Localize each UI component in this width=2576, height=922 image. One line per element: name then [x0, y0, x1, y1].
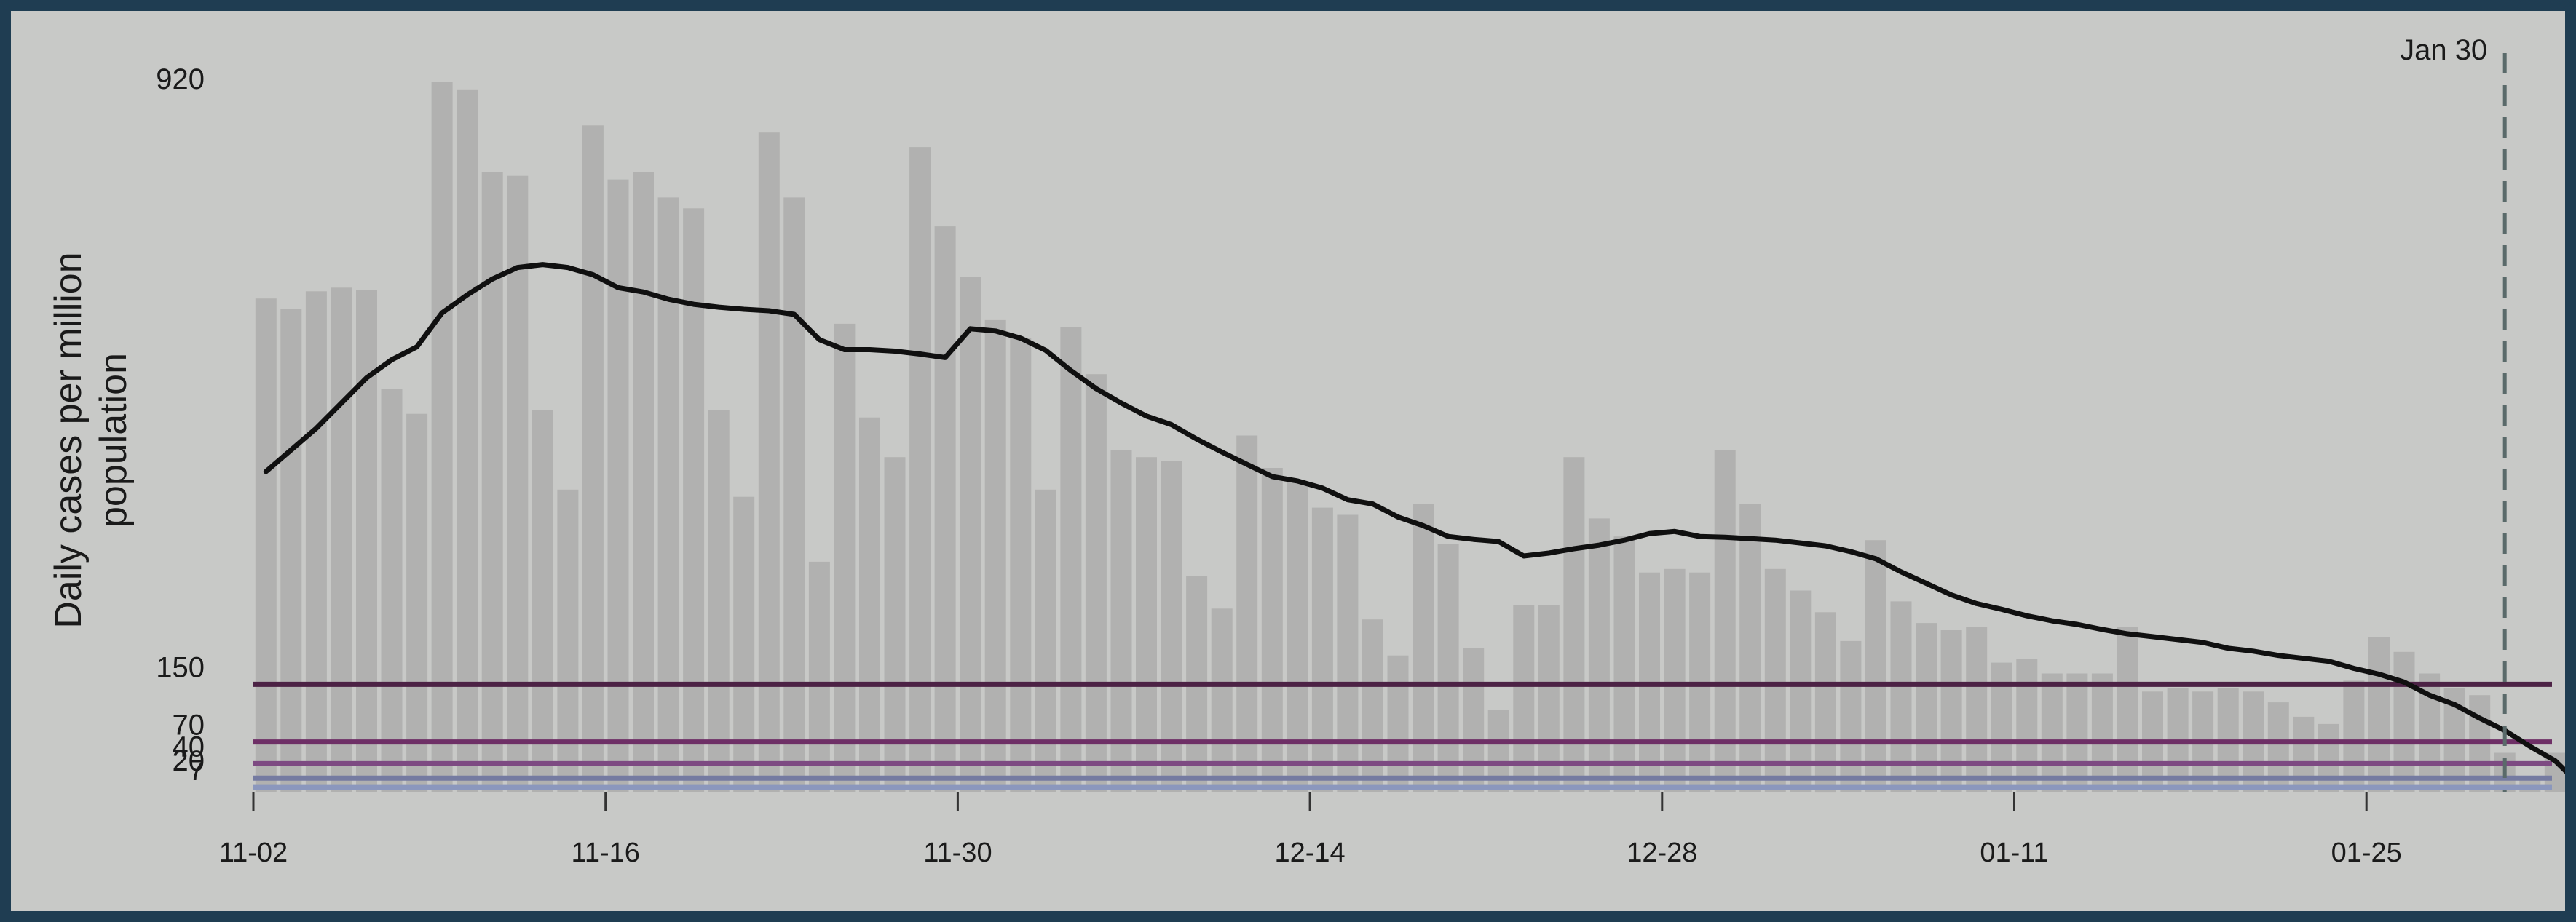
- bar-11-12: [507, 175, 529, 792]
- bar-12-02: [1010, 338, 1032, 792]
- x-tick-label-12-28: 12-28: [1627, 838, 1697, 868]
- bar-12-26: [1613, 536, 1635, 792]
- bar-11-18: [657, 197, 679, 792]
- bar-01-09: [1966, 627, 1988, 792]
- bar-11-05: [331, 287, 352, 792]
- bar-12-25: [1588, 518, 1610, 792]
- bar-12-13: [1287, 482, 1308, 792]
- bar-12-08: [1161, 461, 1182, 792]
- bar-01-01: [1764, 568, 1786, 792]
- bar-12-11: [1236, 435, 1258, 792]
- chart-panel: Jan 30 11-02 11-16 11-30 12-14 12-28 01-11 01-…: [11, 11, 2565, 911]
- bar-11-09: [431, 82, 453, 792]
- bar-11-17: [633, 172, 654, 792]
- x-tick-label-12-14: 12-14: [1274, 838, 1345, 868]
- bar-11-02: [255, 298, 277, 792]
- bar-01-23: [2318, 723, 2339, 792]
- bar-11-07: [381, 389, 403, 792]
- y-tick-label-20: 20: [173, 745, 205, 777]
- y-tick-label-40: 40: [173, 731, 205, 763]
- bar-11-16: [607, 179, 629, 793]
- bar-01-15: [2117, 627, 2138, 792]
- bar-12-05: [1085, 374, 1107, 792]
- bar-01-25: [2368, 637, 2390, 792]
- bar-01-11: [2016, 659, 2038, 792]
- bar-12-30: [1714, 450, 1736, 792]
- average-line-group: [263, 262, 2565, 774]
- bar-12-28: [1664, 568, 1686, 792]
- x-tick-label-01-25: 01-25: [2331, 838, 2402, 868]
- y-axis-label-line1: Daily cases per million: [47, 252, 90, 628]
- bar-12-15: [1337, 514, 1359, 792]
- bar-01-12: [2041, 673, 2063, 792]
- bar-01-24: [2343, 680, 2365, 792]
- bar-01-04: [1840, 640, 1862, 792]
- y-tick-label-top: 920: [156, 63, 205, 95]
- bar-01-13: [2066, 673, 2088, 792]
- bar-11-22: [758, 132, 780, 792]
- bar-01-26: [2393, 651, 2415, 792]
- bar-12-12: [1261, 468, 1283, 792]
- date-marker: Jan 30: [2400, 34, 2507, 792]
- bar-11-08: [406, 413, 428, 792]
- bar-11-11: [481, 172, 503, 792]
- bar-12-07: [1136, 457, 1157, 792]
- bar-11-30: [960, 277, 981, 792]
- y-tick-label-150: 150: [156, 651, 205, 683]
- bar-12-31: [1739, 504, 1761, 792]
- bar-01-06: [1890, 601, 1912, 792]
- bar-01-05: [1865, 540, 1886, 792]
- bar-01-22: [2293, 716, 2315, 792]
- bar-12-24: [1563, 457, 1585, 792]
- bar-11-20: [708, 410, 730, 792]
- bar-12-01: [984, 319, 1006, 792]
- bar-12-04: [1060, 327, 1082, 792]
- bar-11-23: [783, 197, 805, 792]
- y-tick-label-7: 7: [189, 755, 205, 787]
- bar-11-27: [884, 457, 906, 792]
- bar-11-26: [859, 417, 880, 792]
- bar-12-20: [1463, 648, 1485, 792]
- x-tick-label-01-11: 01-11: [1980, 838, 2048, 868]
- x-tick-label-11-16: 11-16: [572, 838, 640, 868]
- bar-11-24: [808, 561, 830, 792]
- bar-12-14: [1311, 507, 1333, 792]
- marker-label: Jan 30: [2400, 34, 2487, 66]
- bar-01-07: [1916, 623, 1937, 792]
- bar-12-18: [1413, 504, 1434, 792]
- bar-12-06: [1110, 450, 1132, 792]
- y-axis-label-line2: population: [92, 353, 135, 528]
- cases-chart: Jan 30 11-02 11-16 11-30 12-14 12-28 01-11 01-…: [47, 34, 2565, 868]
- bar-11-03: [280, 309, 302, 792]
- bar-12-03: [1035, 489, 1056, 792]
- x-tick-label-11-02: 11-02: [219, 838, 288, 868]
- x-tick-label-11-30: 11-30: [923, 838, 992, 868]
- bar-01-02: [1790, 590, 1812, 792]
- bar-12-17: [1387, 655, 1409, 792]
- x-axis: 11-02 11-16 11-30 12-14 12-28 01-11 01-25: [219, 792, 2402, 868]
- bar-11-10: [457, 89, 478, 793]
- bar-11-06: [356, 290, 377, 792]
- bar-11-04: [305, 291, 327, 792]
- bar-01-08: [1940, 630, 1962, 792]
- average-line: [263, 262, 2565, 774]
- bar-12-19: [1437, 544, 1459, 792]
- bar-11-19: [683, 208, 705, 792]
- bar-11-15: [582, 125, 604, 793]
- bar-11-13: [532, 410, 553, 792]
- bar-11-14: [557, 489, 579, 792]
- bar-12-16: [1362, 619, 1383, 792]
- bar-11-28: [909, 147, 931, 793]
- bar-01-14: [2091, 673, 2113, 792]
- bar-11-25: [834, 323, 856, 792]
- reference-lines: [253, 681, 2552, 790]
- bar-11-21: [733, 496, 755, 792]
- bar-11-29: [934, 226, 956, 793]
- y-tick-label-70: 70: [173, 710, 205, 742]
